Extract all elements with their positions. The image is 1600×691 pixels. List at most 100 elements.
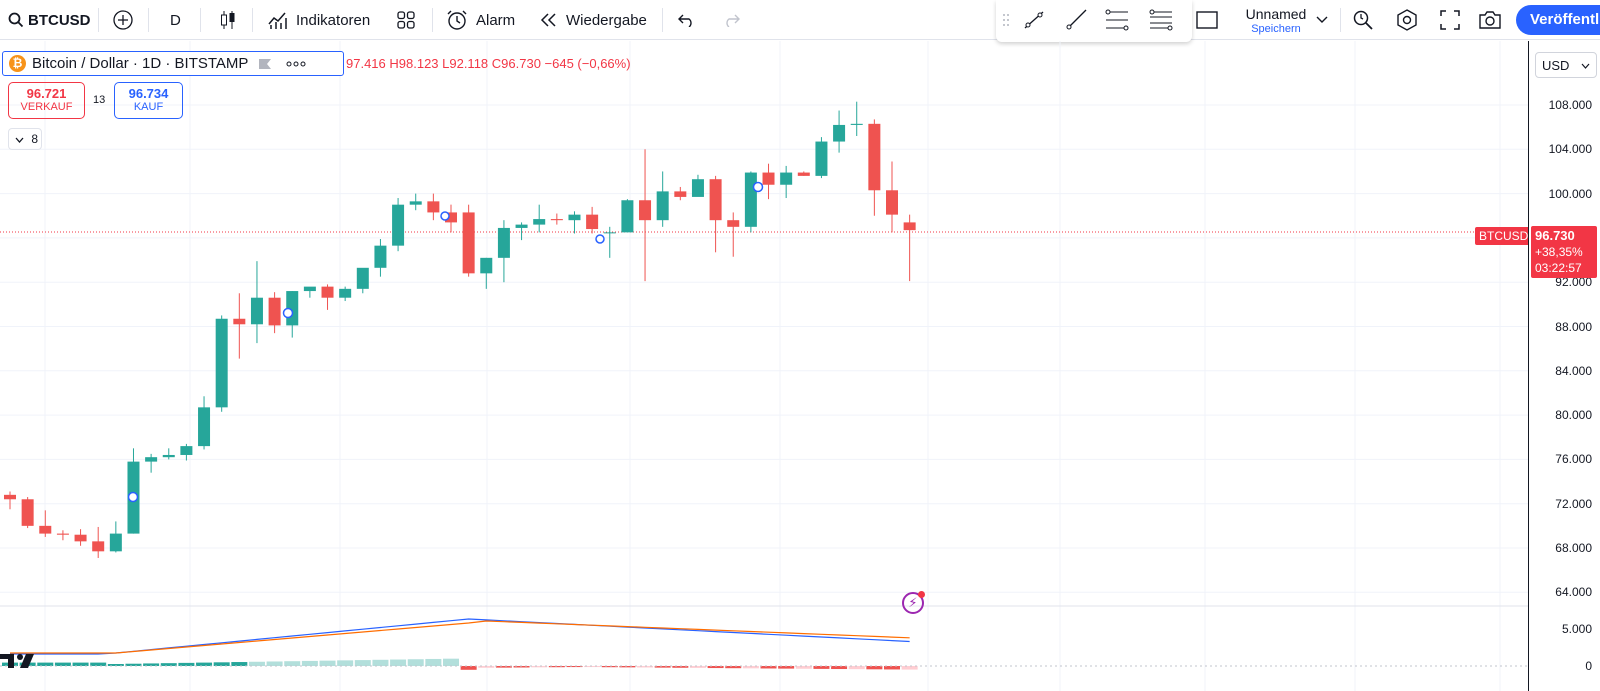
macd-hist-bar	[196, 662, 213, 666]
macd-hist-bar	[795, 666, 812, 669]
compare-button[interactable]	[112, 0, 134, 40]
flag-icon[interactable]	[258, 58, 272, 70]
macd-hist-bar	[143, 663, 160, 666]
macd-hist-bar	[354, 660, 371, 666]
candle-body	[780, 172, 793, 185]
interval-button[interactable]: D	[170, 0, 181, 40]
candle-body	[603, 232, 616, 234]
chevron-down-icon	[15, 137, 24, 143]
price-axis[interactable]: 108.000104.000100.00096.00092.00088.0008…	[1528, 41, 1600, 691]
indicators-button[interactable]: Indikatoren	[268, 0, 370, 40]
symbol-legend[interactable]: ₿ Bitcoin / Dollar · 1D · BITSTAMP	[2, 51, 344, 76]
price-chart[interactable]	[0, 41, 1528, 691]
more-icon[interactable]	[286, 61, 306, 67]
layout-menu-button[interactable]	[1316, 0, 1328, 40]
candle-body	[268, 297, 281, 326]
price-tick: 68.000	[1555, 541, 1592, 555]
layout-name: Unnamed	[1245, 6, 1307, 22]
replay-button[interactable]: Wiedergabe	[540, 0, 647, 40]
macd-hist-bar	[231, 662, 248, 666]
indicator-tick: 0	[1585, 659, 1592, 673]
macd-hist-bar	[54, 662, 71, 666]
macd-hist-bar	[425, 658, 442, 666]
candle-body	[868, 123, 881, 191]
sell-button[interactable]: 96.721 VERKAUF	[8, 82, 85, 119]
candles	[4, 101, 916, 558]
chevron-down-icon	[1316, 16, 1328, 23]
fib-tool[interactable]	[1104, 0, 1130, 40]
macd-hist-bar	[125, 663, 142, 666]
candle-body	[162, 454, 175, 458]
macd-hist-bar	[848, 666, 865, 670]
candle-body	[374, 245, 387, 268]
macd-hist-bar	[619, 666, 636, 668]
candle-body	[321, 286, 334, 298]
candle-body	[515, 224, 528, 228]
trendline-tool[interactable]	[1022, 0, 1046, 40]
alarm-button[interactable]: Alarm	[446, 0, 515, 40]
symbol-search[interactable]: BTCUSD	[8, 0, 91, 40]
currency-select[interactable]: USD	[1535, 52, 1597, 78]
macd-hist-bar	[548, 666, 565, 668]
pitchfork-tool[interactable]	[1148, 0, 1174, 40]
macd-hist-bar	[213, 662, 230, 666]
candle-body	[39, 525, 52, 534]
search-icon	[8, 12, 24, 28]
macd-hist-bar	[90, 662, 107, 666]
macd-hist-bar	[707, 666, 724, 669]
macd-hist-bar	[901, 666, 918, 670]
sell-price: 96.721	[26, 86, 67, 101]
chart-type-button[interactable]	[218, 0, 238, 40]
macd-hist-bar	[566, 666, 583, 668]
layout-save: Speichern	[1251, 23, 1301, 35]
macd-hist-bar	[372, 659, 389, 666]
price-tick: 80.000	[1555, 408, 1592, 423]
macd-hist-bar	[813, 666, 830, 669]
indicators-collapse-button[interactable]: 8	[8, 128, 42, 150]
indicator-tick: 5.000	[1561, 622, 1592, 636]
fullscreen-icon	[1440, 10, 1460, 30]
event-marker-3	[440, 211, 450, 221]
candle-body	[145, 457, 158, 462]
settings-button[interactable]	[1396, 0, 1418, 40]
templates-button[interactable]	[396, 0, 416, 40]
candle-body	[762, 172, 775, 185]
event-marker-1	[127, 491, 139, 503]
candle-body	[744, 172, 757, 227]
candle-body	[356, 267, 369, 289]
tradingview-logo-icon	[0, 654, 34, 668]
macd-hist-bar	[725, 666, 742, 669]
candle-body	[550, 219, 563, 221]
buy-button[interactable]: 96.734 KAUF	[114, 82, 183, 119]
candle-body	[568, 214, 581, 221]
quick-search-button[interactable]	[1352, 0, 1374, 40]
quick-search-icon	[1353, 10, 1373, 30]
ray-tool[interactable]	[1064, 0, 1088, 40]
macd-hist-bar	[460, 666, 477, 670]
macd-hist-bar	[760, 666, 777, 669]
publish-button[interactable]: Veröffentl	[1516, 5, 1600, 35]
screenshot-button[interactable]	[1478, 0, 1502, 40]
candles-icon	[221, 11, 235, 29]
macd-hist-bar	[337, 660, 354, 666]
candle-body	[56, 533, 69, 535]
redo-button[interactable]	[722, 0, 740, 40]
candle-body	[797, 172, 810, 176]
fullscreen-button[interactable]	[1440, 0, 1460, 40]
undo-icon	[678, 14, 692, 27]
events-lightning-icon[interactable]: ⚡	[902, 591, 925, 614]
candle-body	[215, 318, 228, 408]
event-marker-4	[595, 234, 605, 244]
drag-handle[interactable]	[1002, 0, 1010, 40]
rectangle-tool[interactable]	[1196, 0, 1218, 40]
layout-name-button[interactable]: Unnamed Speichern	[1236, 6, 1316, 35]
macd-hist-bar	[107, 664, 124, 666]
tradingview-logo[interactable]	[0, 650, 44, 676]
rectangle-icon	[1196, 11, 1218, 29]
candle-body	[691, 179, 704, 197]
undo-button[interactable]	[678, 0, 696, 40]
sell-label: VERKAUF	[20, 101, 73, 113]
candle-body	[621, 200, 634, 233]
candle-body	[180, 446, 193, 455]
templates-icon	[397, 11, 415, 29]
